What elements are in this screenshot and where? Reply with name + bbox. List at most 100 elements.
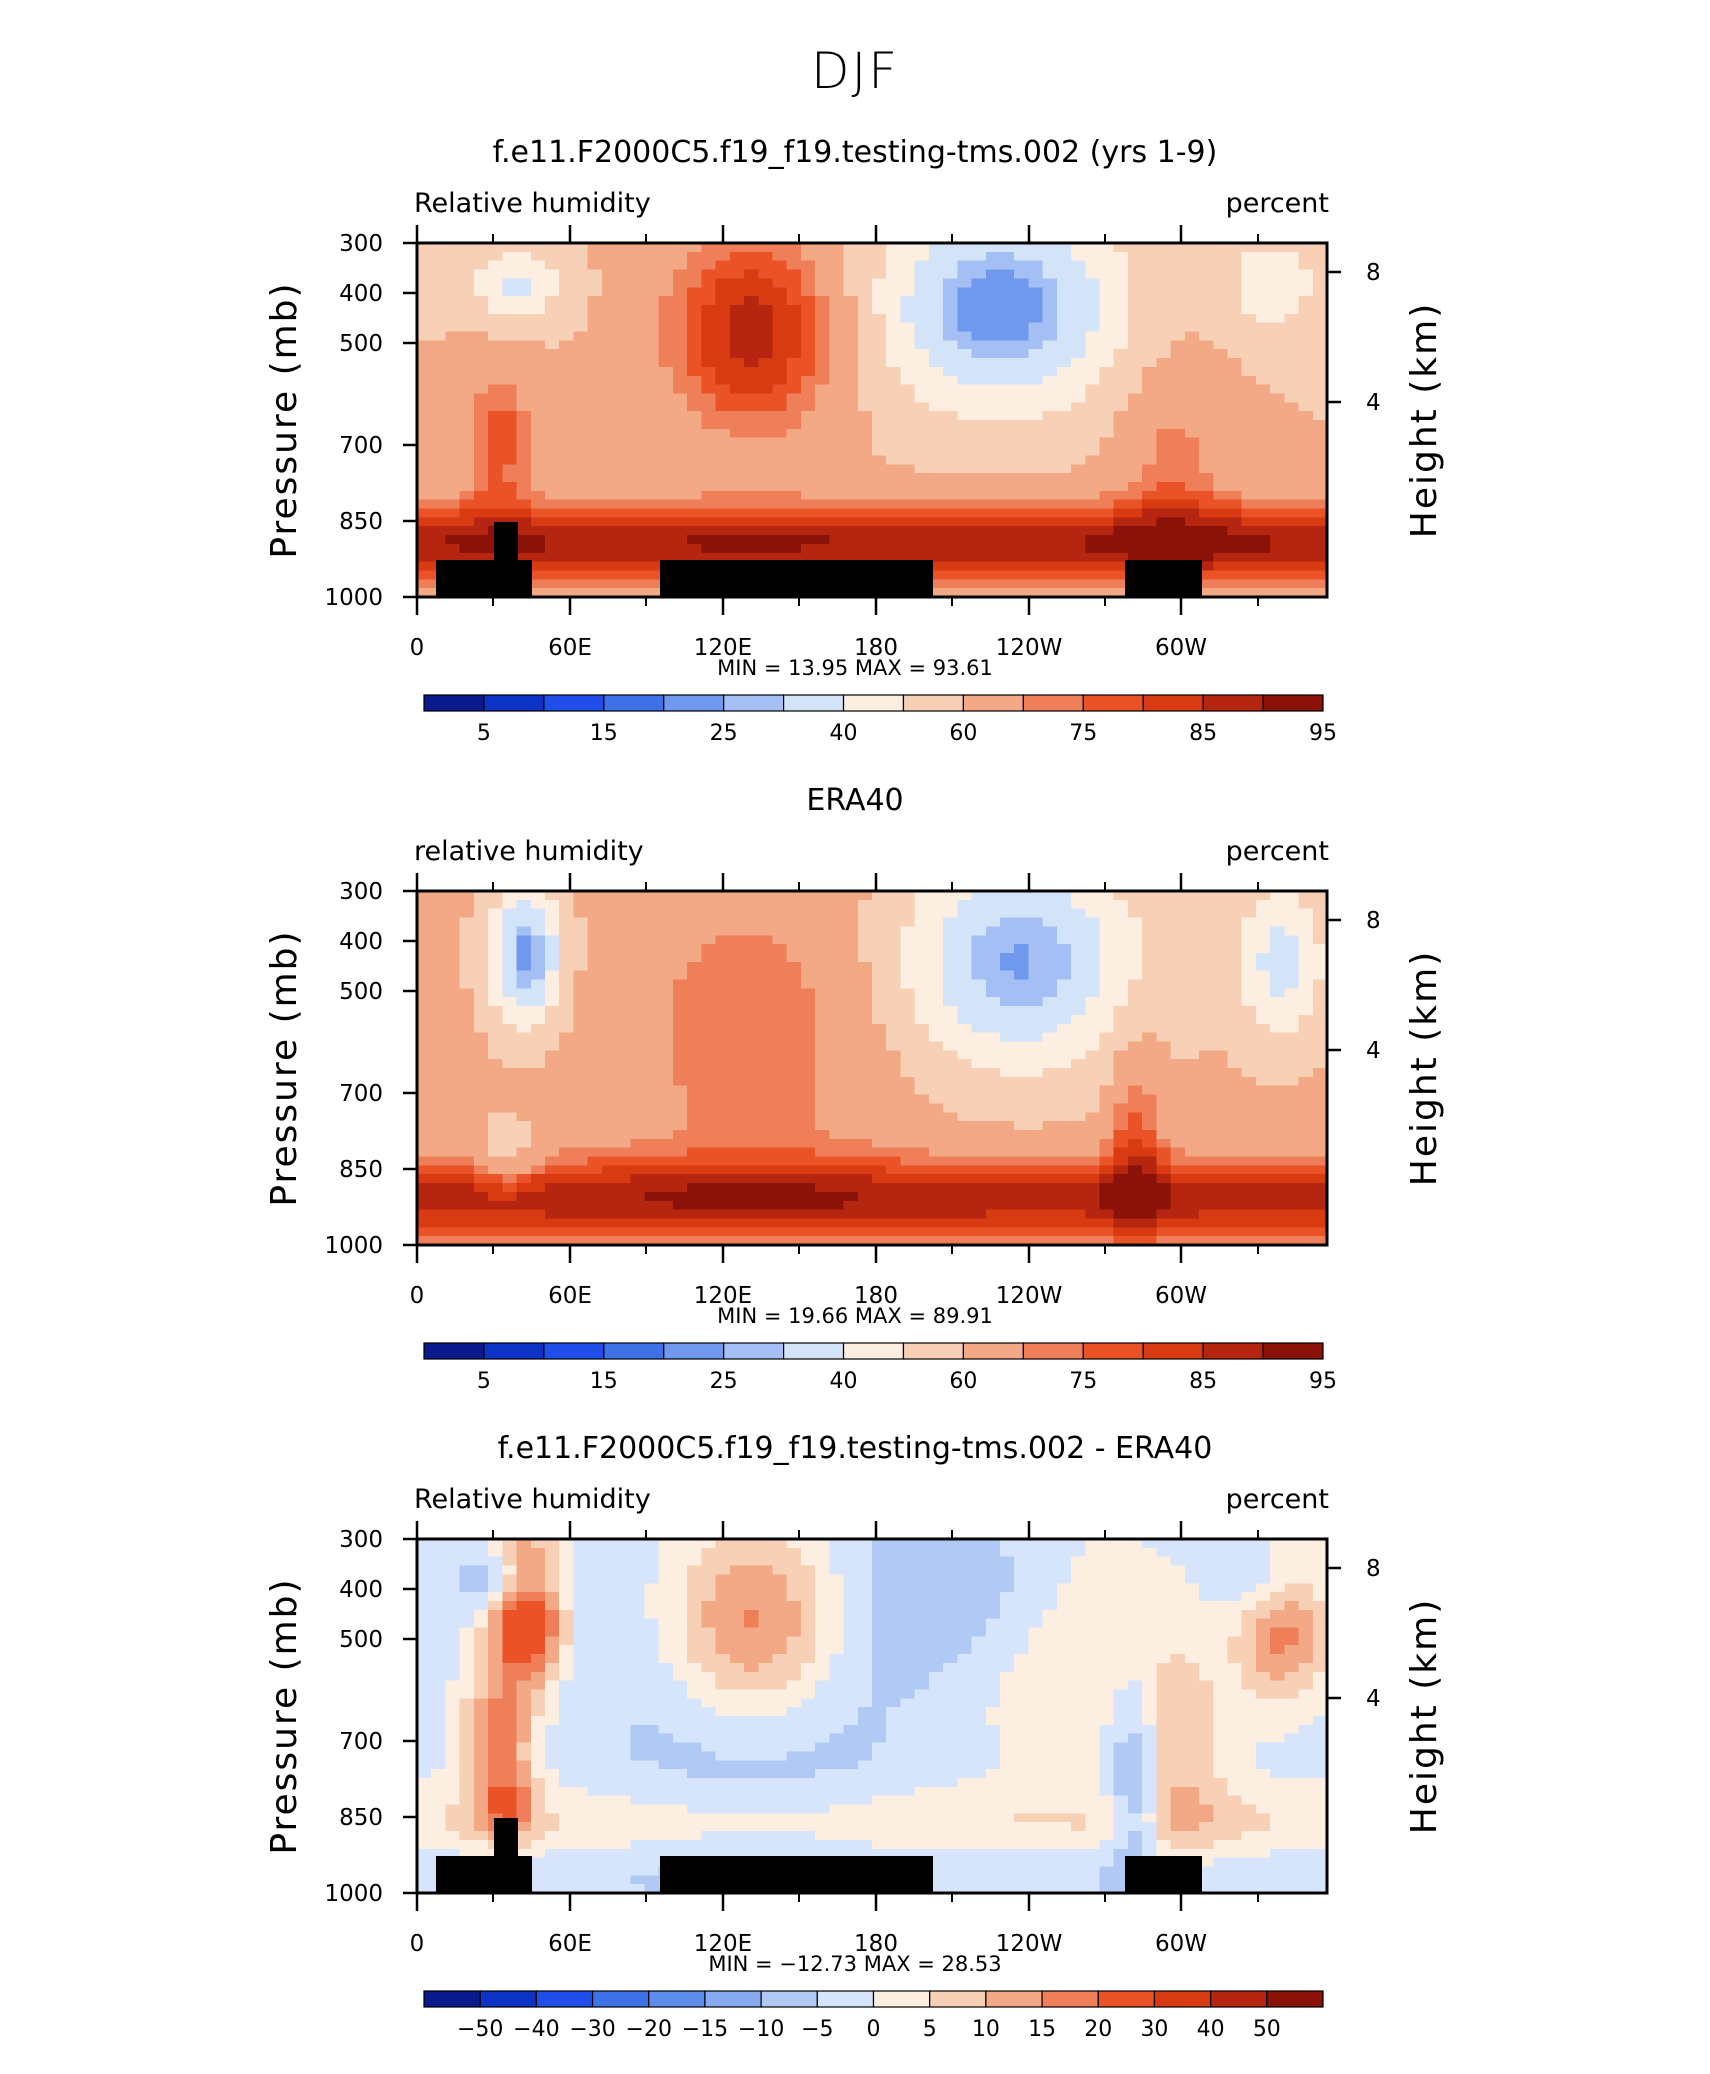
topography-block [494, 1818, 518, 1858]
colorbar-swatch [1142, 694, 1204, 712]
colorbar-label: 0 [867, 2017, 881, 2042]
x-tick-label: 180 [854, 635, 898, 661]
y-axis-title-right: Height (km) [1404, 1598, 1445, 1834]
colorbar-label: 75 [1069, 1369, 1097, 1394]
colorbar-label: −30 [569, 2017, 615, 2042]
colorbar-label: 25 [710, 721, 738, 746]
colorbar-label: −5 [801, 2017, 833, 2042]
y-tick-label: 850 [339, 1157, 383, 1183]
colorbar-label: 10 [972, 2017, 1000, 2042]
topography-block [436, 1856, 532, 1893]
colorbar-label: 85 [1189, 1369, 1217, 1394]
colorbar-swatch [543, 1342, 605, 1360]
height-tick-label: 8 [1366, 260, 1381, 286]
x-tick-label: 60E [548, 1283, 592, 1309]
x-tick-label: 120W [996, 1931, 1063, 1957]
field-contours [417, 891, 1328, 1246]
colorbar-label: 15 [1028, 2017, 1056, 2042]
colorbar-label: 40 [830, 721, 858, 746]
x-tick-label: 120E [694, 1283, 752, 1309]
colorbar-swatch [760, 1990, 818, 2008]
colorbar-swatch [663, 694, 725, 712]
x-tick-label: 180 [854, 1931, 898, 1957]
colorbar-swatch [929, 1990, 987, 2008]
y-axis-title: Pressure (mb) [264, 281, 305, 558]
colorbar-swatch [782, 1342, 845, 1360]
colorbar-label: −10 [738, 2017, 784, 2042]
x-tick-label: 0 [410, 635, 425, 661]
panel-2: ERA40 relative humidity percent 0 60E 120E 180… [264, 783, 1445, 1394]
topography-mask [436, 522, 1202, 597]
colorbar-swatch [603, 1342, 665, 1360]
colorbar-swatch [1262, 694, 1324, 712]
y-tick-label: 400 [339, 1577, 383, 1603]
units-label: percent [1226, 188, 1329, 219]
colorbar-swatch [842, 1342, 905, 1360]
units-label: percent [1226, 836, 1329, 867]
colorbar-swatch [723, 1342, 785, 1360]
colorbar-label: 60 [949, 721, 977, 746]
colorbar-label: 5 [477, 721, 491, 746]
figure-title: DJF [810, 42, 899, 100]
y-tick-label: 700 [339, 1081, 383, 1107]
min-max-stats: MIN = 13.95 MAX = 93.61 [717, 656, 993, 680]
colorbar-swatch [1266, 1990, 1324, 2008]
colorbar-label: 30 [1140, 2017, 1168, 2042]
colorbar-swatch [962, 1342, 1024, 1360]
colorbar-swatch [1097, 1990, 1156, 2008]
plot-frame [415, 889, 1329, 1247]
colorbar-swatch [1022, 1342, 1084, 1360]
colorbar-label: 95 [1309, 1369, 1337, 1394]
colorbar-swatch [1022, 694, 1084, 712]
y-tick-label: 300 [339, 231, 383, 257]
colorbar-label: 20 [1084, 2017, 1112, 2042]
y-axis-title-right: Height (km) [1404, 950, 1445, 1186]
field-label: Relative humidity [414, 188, 651, 219]
x-tick-label: 180 [854, 1283, 898, 1309]
colorbar-label: −20 [626, 2017, 672, 2042]
colorbar-swatch [535, 1990, 594, 2008]
colorbar-swatch [423, 694, 485, 712]
y-tick-label: 1000 [324, 1881, 383, 1907]
y-tick-label: 700 [339, 1729, 383, 1755]
colorbar-swatch [1142, 1342, 1204, 1360]
colorbar-swatch [663, 1342, 725, 1360]
colorbar-swatch [1082, 1342, 1144, 1360]
y-tick-label: 700 [339, 433, 383, 459]
colorbar-swatch [902, 694, 965, 712]
colorbar-label: 85 [1189, 721, 1217, 746]
height-tick-label: 4 [1366, 1686, 1381, 1712]
x-tick-label: 0 [410, 1931, 425, 1957]
colorbar-label: 15 [590, 1369, 618, 1394]
colorbar-swatch [591, 1990, 650, 2008]
plot-frame [415, 1537, 1329, 1895]
x-tick-label: 120W [996, 1283, 1063, 1309]
colorbar-swatch [872, 1990, 931, 2008]
colorbar-swatch [985, 1990, 1043, 2008]
colorbar-swatch [723, 694, 785, 712]
x-tick-label: 60E [548, 635, 592, 661]
panel-3: f.e11.F2000C5.f19_f19.testing-tms.002 - … [264, 1431, 1445, 2042]
field-contours [417, 1539, 1328, 1894]
colorbar-swatch [816, 1990, 875, 2008]
colorbar-swatch [423, 1342, 485, 1360]
topography-block [1125, 1856, 1202, 1893]
panel-title: ERA40 [806, 783, 903, 818]
colorbar-label: 40 [1197, 2017, 1225, 2042]
colorbar-label: 60 [949, 1369, 977, 1394]
height-tick-label: 4 [1366, 1038, 1381, 1064]
field-label: Relative humidity [414, 1484, 651, 1515]
colorbar-swatch [1210, 1990, 1268, 2008]
colorbar-swatch [842, 694, 905, 712]
y-tick-label: 400 [339, 281, 383, 307]
field-contours [417, 243, 1328, 598]
height-tick-label: 8 [1366, 908, 1381, 934]
colorbar-label: 5 [923, 2017, 937, 2042]
colorbar: 5 15 25 40 60 75 85 95 [423, 1342, 1337, 1394]
x-tick-label: 120E [694, 635, 752, 661]
y-tick-label: 400 [339, 929, 383, 955]
x-tick-label: 60W [1155, 1283, 1207, 1309]
colorbar-swatch [1262, 1342, 1324, 1360]
y-tick-label: 500 [339, 1627, 383, 1653]
